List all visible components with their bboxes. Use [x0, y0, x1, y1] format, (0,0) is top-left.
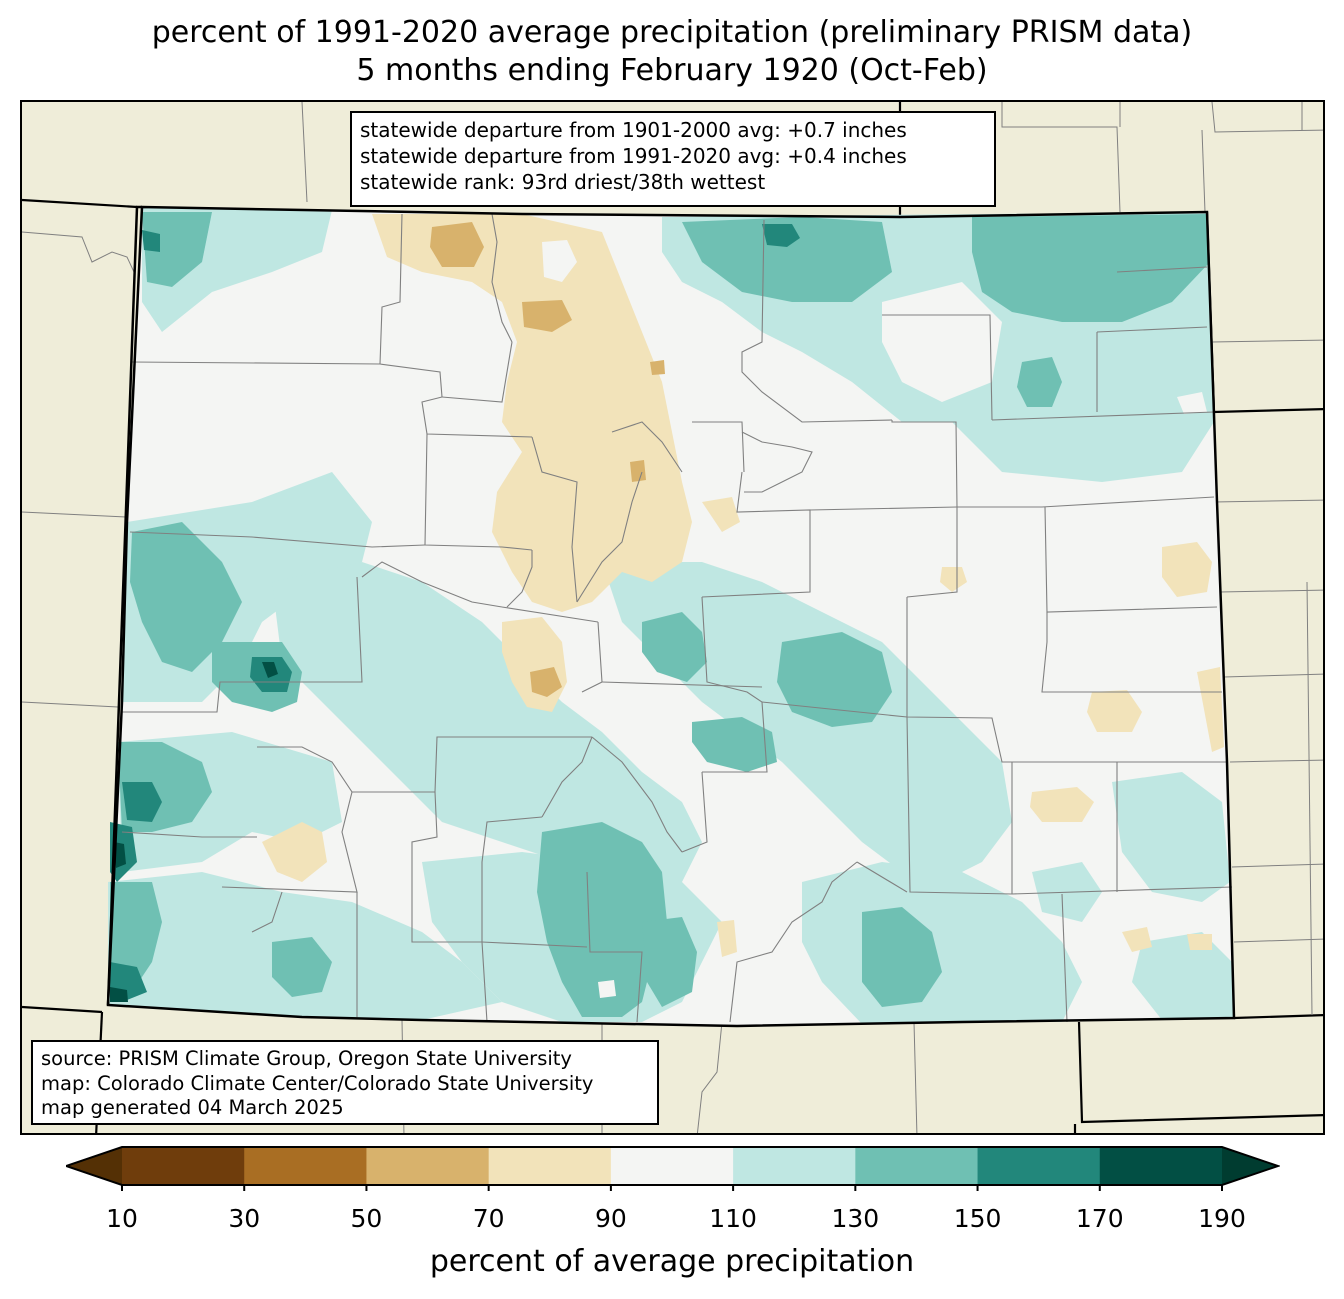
colorbar-cell — [977, 1147, 1101, 1185]
source-line-generated: map generated 04 March 2025 — [41, 1096, 344, 1119]
stats-line-1901-2000: statewide departure from 1901-2000 avg: … — [360, 118, 907, 142]
colorbar-tick-label: 150 — [953, 1204, 1002, 1233]
colorbar-cell — [610, 1147, 734, 1185]
colorbar-tick-label: 10 — [106, 1204, 138, 1233]
colorado-border — [106, 205, 1236, 1028]
colorbar-tick-label: 110 — [709, 1204, 757, 1233]
map-title-line2: 5 months ending February 1920 (Oct-Feb) — [356, 53, 988, 88]
map-panel — [20, 100, 1325, 1135]
precipitation-map — [22, 102, 1323, 1133]
colorbar-tick-label: 70 — [472, 1204, 505, 1233]
wet-zones-darkest — [110, 662, 278, 1002]
colorbar-label: percent of average precipitation — [429, 1244, 915, 1279]
colorbar — [66, 1146, 1280, 1191]
source-line-prism: source: PRISM Climate Group, Oregon Stat… — [41, 1047, 572, 1070]
map-title-line1: percent of 1991-2020 average precipitati… — [151, 15, 1193, 50]
colorbar-tick-label: 190 — [1198, 1204, 1246, 1233]
stats-line-rank: statewide rank: 93rd driest/38th wettest — [360, 170, 766, 194]
colorbar-tick-label: 50 — [350, 1204, 383, 1233]
colorbar-cell — [733, 1147, 856, 1185]
colorbar-cell — [1099, 1147, 1223, 1185]
white-patches — [542, 240, 1207, 998]
colorbar-extend-high — [1222, 1147, 1278, 1185]
county-lines — [121, 213, 1233, 1023]
dry-zones-medium — [430, 222, 665, 697]
statewide-stats-box: statewide departure from 1901-2000 avg: … — [350, 111, 996, 207]
source-box: source: PRISM Climate Group, Oregon Stat… — [31, 1040, 659, 1125]
stats-line-1991-2020: statewide departure from 1991-2020 avg: … — [360, 144, 907, 168]
colorbar-cell — [855, 1147, 979, 1185]
dry-zones-light — [262, 214, 1224, 957]
neighbor-county-lines — [22, 102, 1323, 1133]
colorbar-cell — [244, 1147, 367, 1185]
colorbar-tick-label: 30 — [228, 1204, 261, 1233]
colorbar-cell — [122, 1147, 245, 1185]
colorbar-cells — [122, 1147, 1223, 1185]
colorbar-cell — [488, 1147, 612, 1185]
colorbar-cell — [366, 1147, 490, 1185]
wet-zones-medium — [110, 212, 1210, 1017]
colorbar-tick-label: 170 — [1075, 1204, 1124, 1233]
colorbar-tick-label: 130 — [831, 1204, 880, 1233]
source-line-map: map: Colorado Climate Center/Colorado St… — [41, 1071, 594, 1095]
colorbar-tick-label: 90 — [594, 1204, 627, 1233]
colorbar-extend-low — [66, 1147, 122, 1185]
